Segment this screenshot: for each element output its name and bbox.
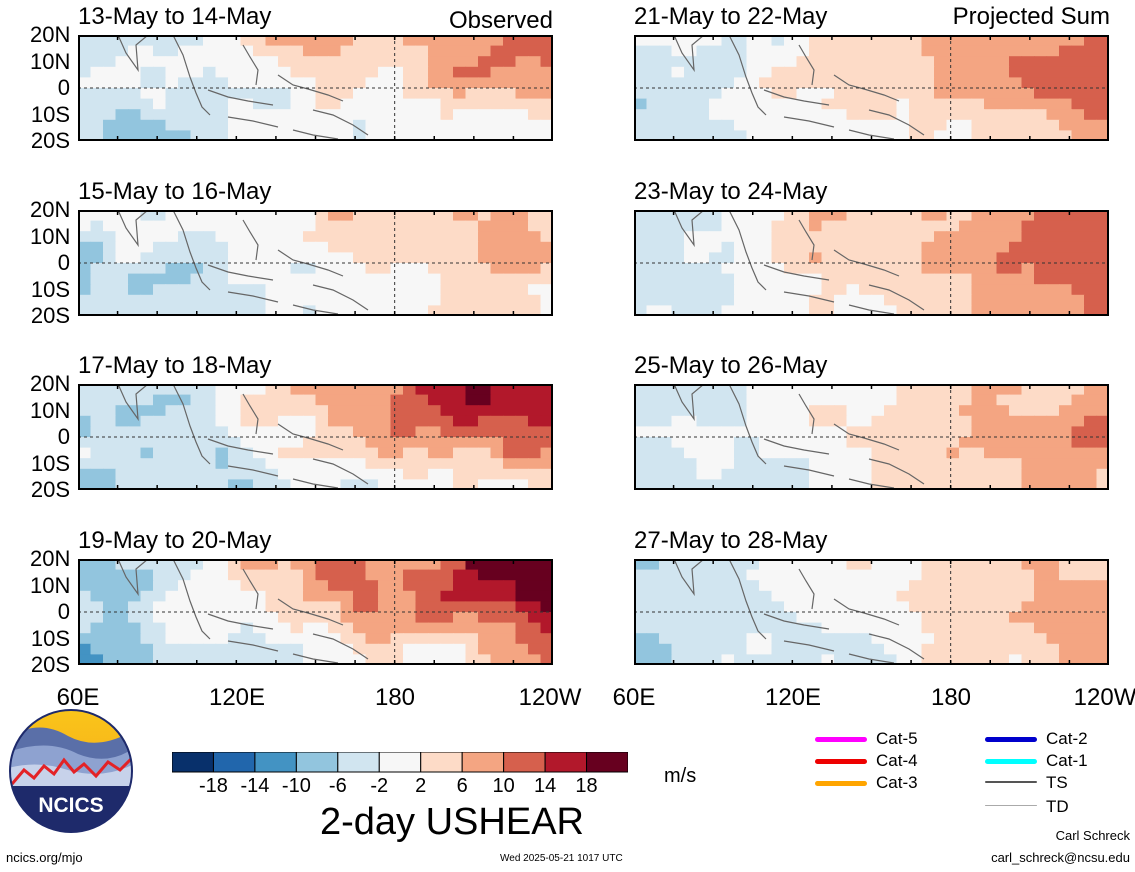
- shear-map-panel: [78, 35, 553, 141]
- site-url: ncics.org/mjo: [6, 850, 83, 865]
- lon-label: 120E: [208, 684, 266, 711]
- lat-label: 10S: [30, 625, 70, 651]
- lat-label: 0: [57, 599, 70, 624]
- colorbar-swatch: [378, 752, 422, 773]
- colorbar-swatch: [254, 752, 297, 773]
- legend-line: [985, 805, 1037, 806]
- colorbar-tick-label: -6: [328, 775, 347, 797]
- shear-map-panel: [78, 559, 553, 665]
- shear-map-panel: [78, 210, 553, 316]
- lat-label: 0: [57, 424, 70, 449]
- panel-title: 23-May to 24-May: [634, 178, 828, 205]
- lat-label: 20N: [30, 546, 71, 571]
- colorbar-tick-label: -14: [240, 775, 270, 797]
- lon-label: 180: [374, 684, 416, 711]
- lon-label: 120E: [764, 684, 822, 711]
- colorbar-tick-label: 6: [456, 775, 468, 797]
- lat-label: 20N: [30, 197, 71, 222]
- lon-label: 180: [930, 684, 972, 711]
- colorbar-title: 2-day USHEAR: [320, 801, 584, 843]
- colorbar: [172, 752, 628, 773]
- shear-map-panel: [78, 384, 553, 490]
- legend-line: [985, 737, 1037, 742]
- panel-title: 13-May to 14-May: [78, 3, 272, 30]
- legend-line: [815, 737, 867, 742]
- colorbar-tick-label: 2: [415, 775, 427, 797]
- observed-label: Observed: [448, 7, 553, 34]
- legend-label: TS: [1046, 773, 1068, 792]
- legend-label: TD: [1046, 797, 1069, 816]
- lat-label: 10N: [30, 48, 71, 74]
- legend-label: Cat-5: [876, 729, 918, 748]
- colorbar-swatch: [295, 752, 339, 773]
- lon-label: 120W: [1073, 684, 1135, 711]
- legend-line: [985, 781, 1037, 783]
- lat-label: 0: [57, 250, 70, 275]
- colorbar-tick-label: 18: [575, 775, 598, 797]
- lat-label: 0: [57, 75, 70, 100]
- legend-label: Cat-1: [1046, 751, 1088, 770]
- logo-text: NCICS: [38, 794, 103, 817]
- lat-label: 10S: [30, 101, 70, 127]
- colorbar-tick-label: 10: [492, 775, 515, 797]
- colorbar-tick-label: -10: [281, 775, 311, 797]
- colorbar-tick-label: -18: [199, 775, 228, 797]
- legend-line: [815, 781, 867, 786]
- lat-label: 10S: [30, 276, 70, 302]
- lat-label: 10N: [30, 572, 71, 598]
- colorbar-swatch: [337, 752, 380, 773]
- timestamp: Wed 2025-05-21 1017 UTC: [500, 853, 623, 864]
- lon-label: 120W: [518, 684, 582, 711]
- legend-line: [815, 759, 867, 764]
- ncics-logo: NCICS: [9, 709, 133, 833]
- lat-label: 10N: [30, 397, 71, 423]
- author: Carl Schreck: [1055, 828, 1130, 843]
- panel-title: 21-May to 22-May: [634, 3, 828, 30]
- colorbar-units: m/s: [664, 765, 697, 787]
- panel-title: 25-May to 26-May: [634, 352, 828, 379]
- lat-label: 20S: [30, 303, 70, 328]
- legend-label: Cat-3: [876, 773, 918, 792]
- panel-title: 19-May to 20-May: [78, 527, 272, 554]
- legend-label: Cat-2: [1046, 729, 1088, 748]
- colorbar-swatch: [172, 752, 214, 773]
- colorbar-swatch: [212, 752, 256, 773]
- legend-label: Cat-4: [876, 751, 918, 770]
- lat-label: 10N: [30, 223, 71, 249]
- legend-line: [985, 759, 1037, 764]
- colorbar-swatch: [503, 752, 546, 773]
- email: carl_schreck@ncsu.edu: [991, 850, 1130, 865]
- lat-label: 20S: [30, 128, 70, 153]
- panel-title: 17-May to 18-May: [78, 352, 272, 379]
- colorbar-swatch: [586, 752, 628, 773]
- shear-map-panel: [634, 35, 1109, 141]
- panel-title: 15-May to 16-May: [78, 178, 272, 205]
- projected-label: Projected Sum: [952, 3, 1110, 30]
- lat-label: 10S: [30, 450, 70, 476]
- panel-title: 27-May to 28-May: [634, 527, 828, 554]
- lat-label: 20S: [30, 477, 70, 502]
- colorbar-swatch: [420, 752, 463, 773]
- colorbar-tick-label: 14: [533, 775, 557, 797]
- lat-label: 20N: [30, 22, 71, 47]
- colorbar-tick-label: -2: [370, 775, 389, 797]
- shear-map-panel: [634, 384, 1109, 490]
- lon-label: 60E: [56, 684, 100, 711]
- lat-label: 20S: [30, 652, 70, 677]
- shear-map-panel: [634, 210, 1109, 316]
- lon-label: 60E: [612, 684, 656, 711]
- shear-map-panel: [634, 559, 1109, 665]
- colorbar-swatch: [544, 752, 588, 773]
- lat-label: 20N: [30, 371, 71, 396]
- colorbar-swatch: [461, 752, 505, 773]
